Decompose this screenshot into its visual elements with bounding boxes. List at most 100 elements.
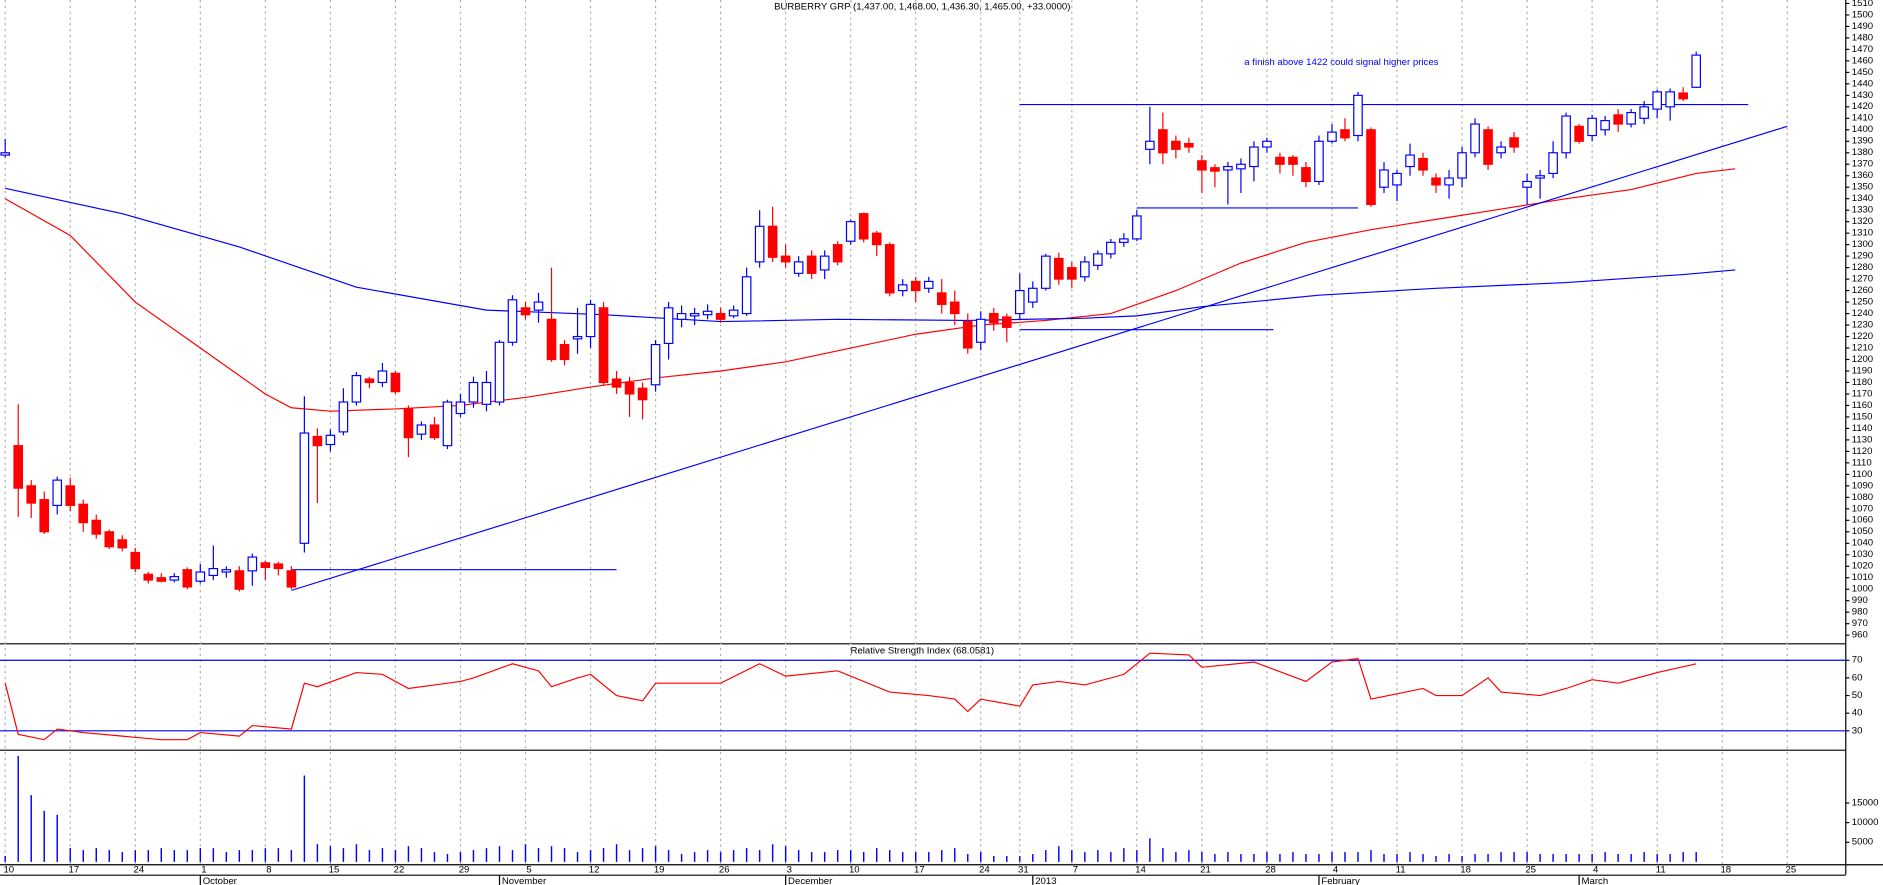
candle-body: [624, 381, 635, 395]
candle-body: [1613, 114, 1623, 125]
candle-body: [1522, 180, 1532, 188]
candle-body: [728, 309, 739, 317]
y-tick-label: 1060: [1852, 514, 1873, 525]
y-tick-label: 1080: [1852, 491, 1873, 502]
y-tick-label: 1140: [1852, 422, 1873, 433]
candle-body: [1210, 167, 1220, 172]
candle-body: [715, 312, 726, 320]
month-label: March: [1582, 875, 1609, 885]
candle-body: [650, 344, 661, 386]
candle-body: [1249, 146, 1259, 168]
y-tick-label: 1170: [1852, 388, 1873, 399]
candle-body: [403, 408, 414, 439]
candle-body: [1366, 129, 1376, 206]
candle-body: [1457, 152, 1467, 179]
candle-body: [559, 344, 570, 361]
candle-body: [1184, 142, 1194, 148]
candle-body: [78, 503, 89, 524]
candle-body: [1678, 92, 1688, 100]
candle-body: [1327, 131, 1337, 142]
y-tick-label: 1000: [1852, 583, 1873, 594]
candle-body: [949, 301, 960, 315]
y-tick-label: 960: [1852, 629, 1868, 640]
y-tick-label: 1460: [1852, 54, 1873, 65]
x-tick-label: 15: [329, 864, 340, 875]
candle-body: [819, 255, 830, 271]
x-tick-label: 24: [979, 864, 990, 875]
candle-body: [520, 307, 531, 316]
candle-body: [1444, 177, 1454, 186]
candle-body: [377, 370, 388, 384]
candle-body: [156, 577, 167, 582]
y-tick-label: 1250: [1852, 296, 1873, 307]
candle-body: [312, 435, 323, 447]
y-tick-label: 1150: [1852, 411, 1873, 422]
candle-body: [52, 479, 63, 506]
x-tick-label: 5: [526, 864, 531, 875]
y-tick-label: 970: [1852, 617, 1868, 628]
candle-body: [1561, 115, 1571, 154]
y-tick-label: 1230: [1852, 319, 1873, 330]
x-tick-label: 29: [459, 864, 470, 875]
y-tick-label: 1300: [1852, 238, 1873, 249]
y-tick-label: 1220: [1852, 330, 1873, 341]
candle-body: [286, 570, 297, 588]
candle-body: [65, 485, 76, 506]
candle-body: [26, 485, 37, 504]
candle-body: [507, 299, 518, 343]
y-tick-label: 1210: [1852, 342, 1873, 353]
candle-body: [897, 284, 908, 292]
y-tick-label: 990: [1852, 594, 1868, 605]
candle-body: [754, 225, 765, 263]
y-tick-label: 1160: [1852, 399, 1873, 410]
y-tick-label: 1280: [1852, 261, 1873, 272]
y-tick-label: 1200: [1852, 353, 1873, 364]
candle-body: [884, 244, 895, 294]
y-tick-label: 1070: [1852, 502, 1873, 513]
candle-body: [1080, 261, 1090, 278]
candle-body: [247, 556, 258, 572]
y-tick-label: 1510: [1852, 0, 1873, 8]
candle-body: [637, 387, 648, 401]
y-tick-label: 1400: [1852, 123, 1873, 134]
x-tick-label: 12: [589, 864, 600, 875]
candle-body: [364, 378, 375, 384]
candle-body: [533, 301, 544, 311]
candle-body: [1288, 156, 1298, 165]
x-tick-label: 25: [1786, 864, 1797, 875]
y-tick-label: 10000: [1852, 816, 1879, 827]
x-tick-label: 10: [849, 864, 860, 875]
candle-body: [1340, 129, 1350, 139]
y-tick-label: 1330: [1852, 204, 1873, 215]
y-tick-label: 1110: [1852, 456, 1872, 467]
y-tick-label: 1090: [1852, 479, 1873, 490]
candle-body: [936, 292, 947, 305]
y-tick-label: 70: [1852, 654, 1863, 665]
y-tick-label: 30: [1852, 724, 1863, 735]
candle-body: [195, 571, 206, 582]
y-tick-label: 1440: [1852, 77, 1873, 88]
candle-body: [1639, 106, 1649, 119]
y-tick-label: 1190: [1852, 365, 1873, 376]
candle-body: [104, 531, 115, 548]
candle-body: [1223, 165, 1233, 171]
month-label: October: [203, 875, 237, 885]
x-tick-label: 28: [1265, 864, 1276, 875]
candle-body: [780, 255, 791, 263]
candle-body: [1158, 129, 1168, 154]
candle-body: [741, 276, 752, 315]
candle-body: [689, 312, 700, 317]
x-tick-label: 14: [1135, 864, 1146, 875]
candle-body: [1431, 177, 1441, 186]
candle-body: [1418, 157, 1428, 171]
y-tick-label: 1350: [1852, 181, 1873, 192]
candle-body: [1470, 123, 1480, 154]
y-tick-label: 1420: [1852, 100, 1873, 111]
candle-body: [806, 255, 817, 274]
candle-body: [598, 307, 609, 384]
x-tick-label: 11: [1396, 864, 1406, 875]
candle-body: [1392, 172, 1402, 186]
y-tick-label: 1380: [1852, 146, 1873, 157]
